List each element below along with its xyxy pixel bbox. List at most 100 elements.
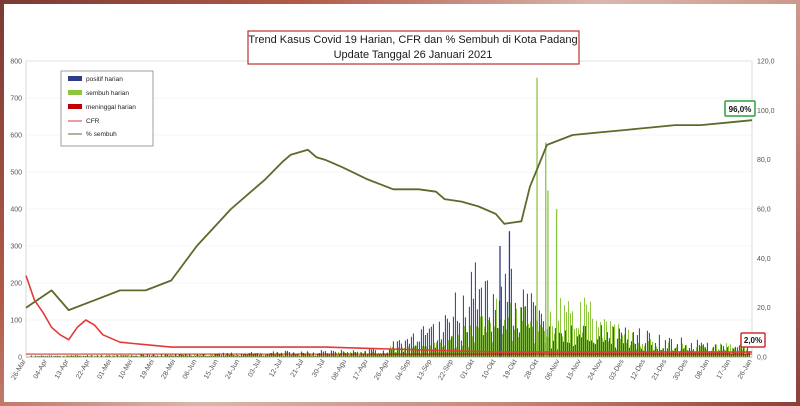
line-pct-sembuh bbox=[25, 119, 753, 311]
bar-positif-harian bbox=[592, 342, 594, 357]
x-tick-label: 10-Okt bbox=[481, 358, 498, 380]
bar-positif-harian bbox=[56, 355, 58, 357]
bar-positif-harian bbox=[180, 354, 182, 357]
bar-positif-harian bbox=[620, 332, 622, 357]
bar-sembuh-harian bbox=[418, 349, 419, 357]
bar-sembuh-harian bbox=[194, 354, 195, 357]
bar-positif-harian bbox=[384, 354, 386, 357]
bar-sembuh-harian bbox=[706, 349, 707, 357]
bar-sembuh-harian bbox=[206, 355, 207, 357]
bar-positif-harian bbox=[424, 334, 426, 357]
bar-sembuh-harian bbox=[242, 355, 243, 357]
bar-sembuh-harian bbox=[244, 354, 245, 357]
bar-positif-harian bbox=[148, 354, 150, 357]
bar-sembuh-harian bbox=[240, 355, 241, 357]
bar-sembuh-harian bbox=[236, 353, 237, 357]
bar-positif-harian bbox=[576, 336, 578, 357]
bar-positif-harian bbox=[132, 355, 134, 357]
x-tick-label: 04-Sep bbox=[395, 358, 412, 381]
bar-positif-harian bbox=[198, 355, 200, 357]
x-tick-label: 22-Apr bbox=[75, 358, 92, 380]
bar-sembuh-harian bbox=[578, 328, 579, 357]
x-tick-label: 01-Okt bbox=[460, 358, 477, 380]
bar-positif-harian bbox=[506, 301, 508, 357]
bar-sembuh-harian bbox=[468, 347, 469, 357]
bar-sembuh-harian bbox=[514, 329, 515, 357]
bar-sembuh-harian bbox=[246, 354, 247, 357]
bar-sembuh-harian bbox=[198, 355, 199, 357]
bar-positif-harian bbox=[368, 349, 370, 357]
bar-positif-harian bbox=[276, 352, 278, 357]
bar-positif-harian bbox=[228, 354, 230, 357]
bar-positif-harian bbox=[122, 355, 124, 357]
bar-positif-harian bbox=[482, 335, 484, 357]
bar-positif-harian bbox=[68, 356, 70, 357]
bar-positif-harian bbox=[654, 343, 656, 357]
left-tick-label: 700 bbox=[10, 96, 22, 103]
bar-positif-harian bbox=[668, 337, 670, 357]
bar-sembuh-harian bbox=[488, 320, 489, 357]
bar-positif-harian bbox=[490, 331, 492, 357]
bar-sembuh-harian bbox=[430, 345, 431, 357]
bar-sembuh-harian bbox=[540, 324, 541, 357]
bar-positif-harian bbox=[212, 355, 214, 357]
bar-positif-harian bbox=[340, 349, 342, 357]
bar-positif-harian bbox=[566, 342, 568, 357]
annotation-pct-sembuh: 96,0% bbox=[724, 100, 756, 117]
bar-sembuh-harian bbox=[480, 316, 481, 357]
bar-positif-harian bbox=[62, 355, 64, 357]
chart-title-box: Trend Kasus Covid 19 Harian, CFR dan % S… bbox=[247, 30, 580, 65]
bar-sembuh-harian bbox=[188, 356, 189, 357]
bar-positif-harian bbox=[254, 353, 256, 357]
bar-sembuh-harian bbox=[164, 354, 165, 357]
bar-sembuh-harian bbox=[158, 355, 159, 357]
bar-positif-harian bbox=[50, 355, 52, 357]
bar-positif-harian bbox=[196, 354, 198, 357]
bar-positif-harian bbox=[270, 353, 272, 357]
bar-sembuh-harian bbox=[580, 301, 581, 357]
bar-positif-harian bbox=[30, 355, 32, 357]
bar-sembuh-harian bbox=[302, 352, 303, 357]
bar-positif-harian bbox=[218, 353, 220, 357]
bar-sembuh-harian bbox=[284, 355, 285, 357]
bar-sembuh-harian bbox=[318, 354, 319, 357]
bar-sembuh-harian bbox=[66, 355, 67, 357]
bar-sembuh-harian bbox=[464, 326, 465, 357]
legend-label-sembuh: sembuh harian bbox=[86, 90, 129, 97]
bar-positif-harian bbox=[692, 349, 694, 357]
bar-sembuh-harian bbox=[724, 349, 725, 357]
bar-positif-harian bbox=[658, 334, 660, 357]
bar-spike bbox=[499, 246, 501, 357]
x-tick-label: 24-Jun bbox=[224, 358, 241, 380]
bar-positif-harian bbox=[494, 309, 496, 357]
left-tick-label: 500 bbox=[10, 170, 22, 177]
bar-sembuh-harian bbox=[86, 355, 87, 357]
bar-sembuh-harian bbox=[334, 355, 335, 357]
bar-positif-harian bbox=[470, 271, 472, 357]
bar-spike bbox=[508, 231, 511, 357]
trend-lines bbox=[25, 119, 753, 355]
bar-sembuh-harian bbox=[400, 353, 401, 357]
bar-sembuh-harian bbox=[210, 353, 211, 357]
bar-sembuh-harian bbox=[294, 353, 295, 357]
bar-positif-harian bbox=[246, 354, 248, 357]
bar-positif-harian bbox=[104, 355, 106, 357]
bar-sembuh-harian bbox=[224, 355, 225, 357]
bar-positif-harian bbox=[430, 326, 432, 357]
x-tick-label: 26-Jan bbox=[737, 358, 754, 380]
bar-sembuh-harian bbox=[672, 350, 673, 357]
bar-positif-harian bbox=[282, 355, 284, 357]
bar-sembuh-harian bbox=[524, 306, 525, 357]
bar-positif-harian bbox=[268, 353, 270, 357]
bar-sembuh-harian bbox=[268, 355, 269, 357]
bar-sembuh-harian bbox=[546, 336, 547, 357]
left-tick-label: 100 bbox=[10, 318, 22, 325]
bar-sembuh-harian bbox=[664, 353, 665, 357]
x-tick-label: 24-Nov bbox=[587, 358, 605, 381]
bar-positif-harian bbox=[386, 352, 388, 357]
bar-sembuh-harian bbox=[300, 356, 301, 357]
bar-sembuh-harian bbox=[682, 343, 683, 357]
bar-positif-harian bbox=[190, 355, 192, 357]
bar-positif-harian bbox=[414, 345, 416, 357]
bar-positif-harian bbox=[326, 353, 328, 357]
